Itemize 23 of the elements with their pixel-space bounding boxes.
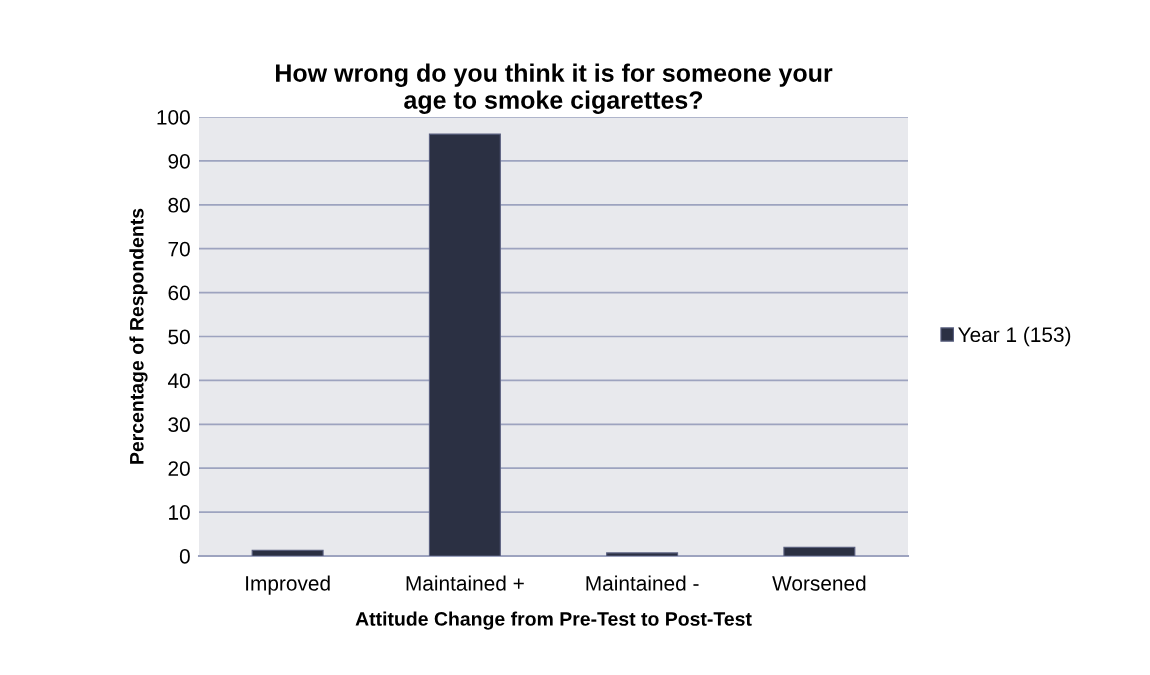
y-tick-label: 70: [168, 241, 190, 257]
y-tick-label: 20: [168, 461, 190, 476]
y-tick-label: 100: [157, 110, 190, 125]
y-tick-label: 80: [168, 197, 190, 213]
chart-title: How wrong do you think it is for someone your age to smoke cigarettes?: [276, 63, 833, 114]
x-tick-label: Worsened: [772, 575, 866, 591]
x-tick-label: Maintained +: [406, 575, 524, 591]
legend-label: Year 1 (153): [958, 326, 1071, 347]
y-tick-label: 90: [168, 153, 190, 169]
y-tick-label: 60: [168, 285, 190, 301]
x-tick-label: Improved: [246, 575, 330, 595]
y-tick-label: 30: [168, 417, 190, 433]
x-axis-title: Attitude Change from Pre-Test to Post-Test: [355, 611, 752, 630]
bar: [428, 133, 501, 556]
bar: [783, 546, 856, 556]
y-tick-label: 40: [167, 373, 190, 389]
y-tick-label: 0: [179, 549, 190, 564]
y-tick-label: 10: [169, 505, 190, 520]
y-axis-title: Percentage of Respondents: [129, 208, 148, 464]
y-tick-label: 50: [168, 329, 190, 345]
bar: [606, 552, 679, 556]
x-tick-label: Maintained -: [586, 575, 699, 591]
bar: [251, 549, 324, 556]
